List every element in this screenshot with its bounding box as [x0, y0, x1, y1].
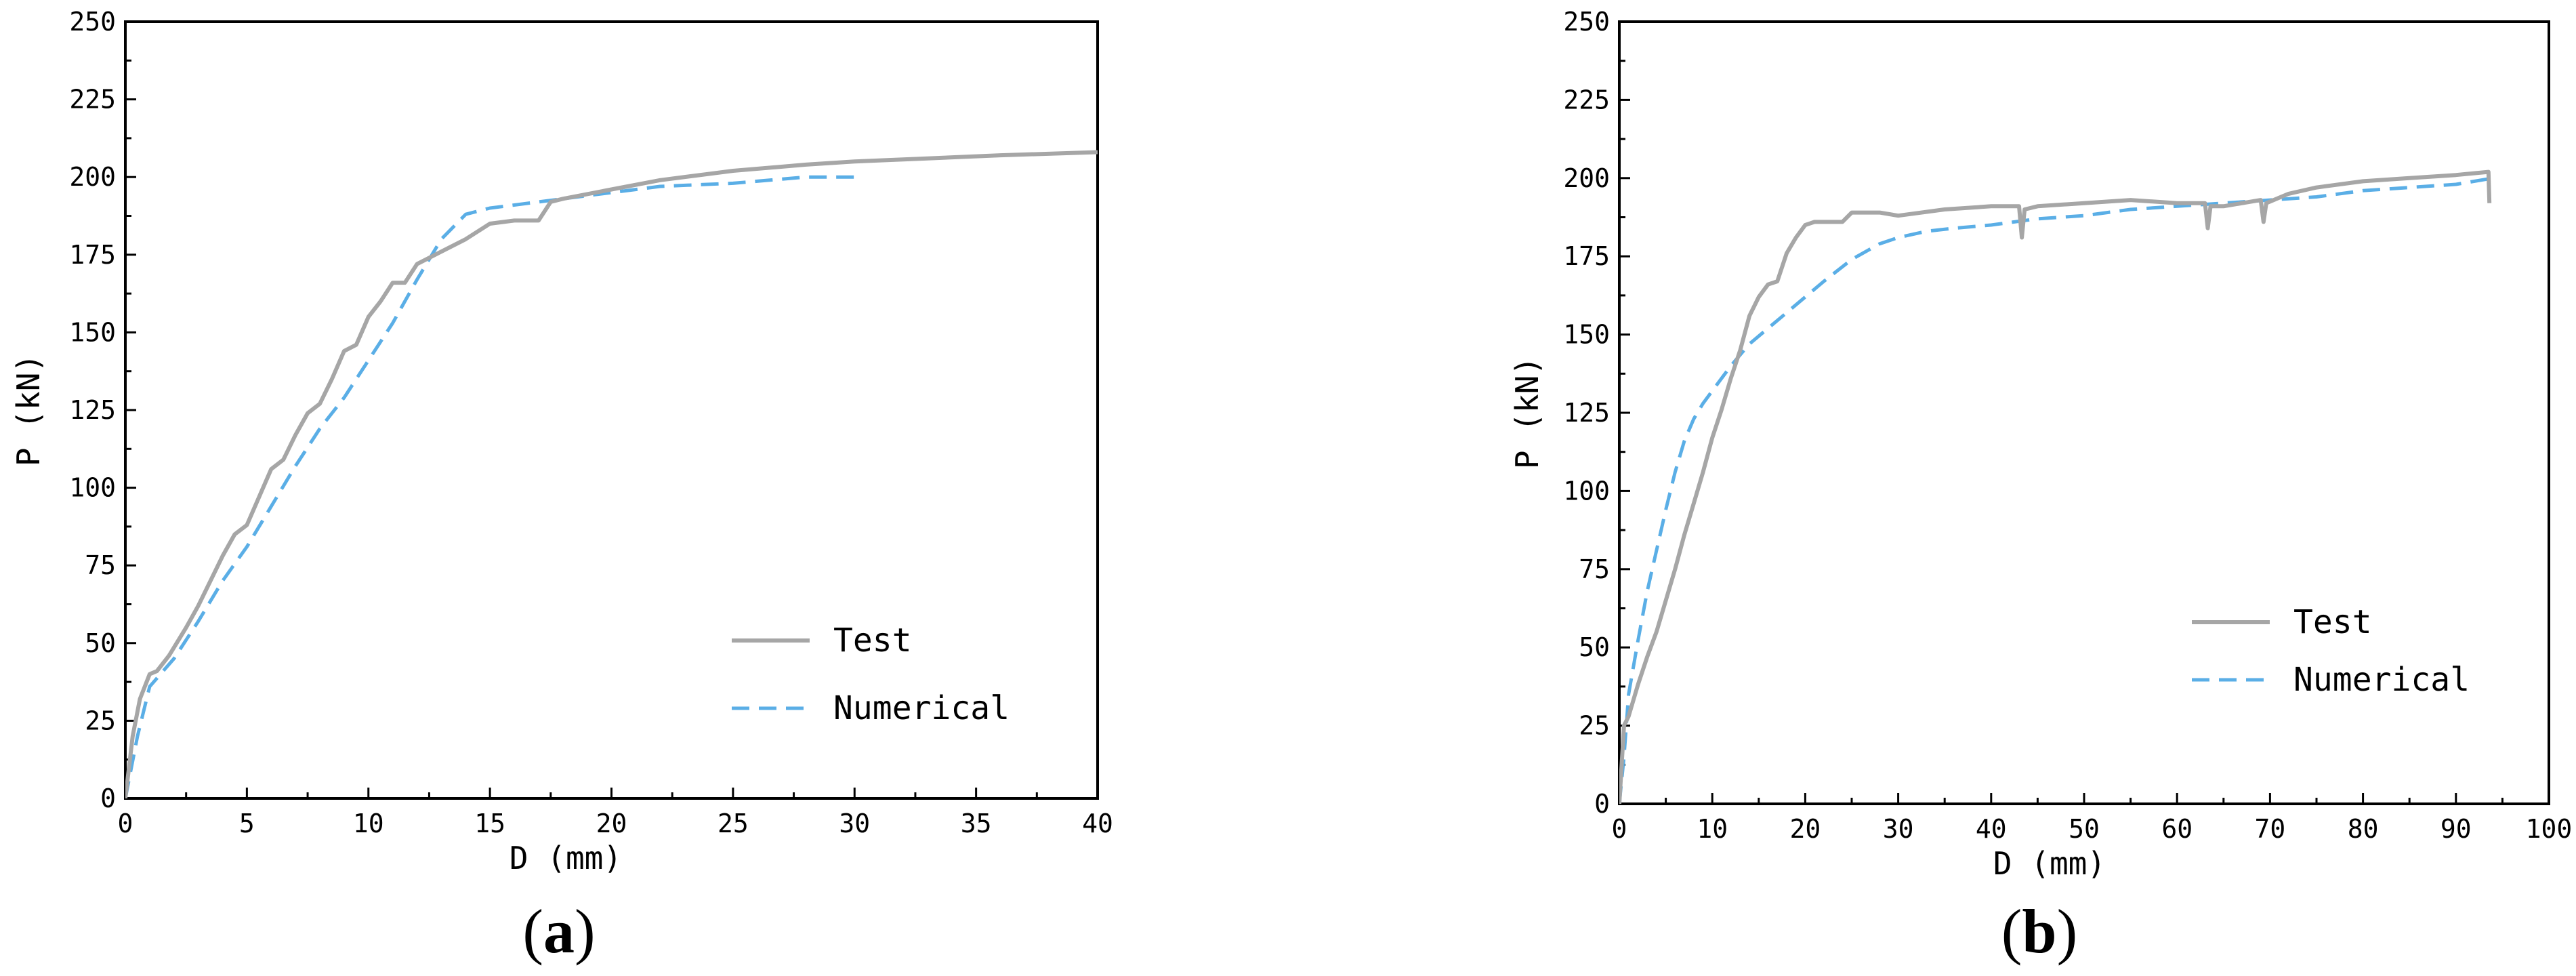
y-tick-label: 0 — [100, 784, 116, 813]
x-tick-label: 20 — [596, 809, 627, 838]
chart-panel-a: 0 25 50 75 100 125 150 175 200 225 250 0 5 10 15 20 25 30… — [10, 7, 1113, 966]
y-tick-label: 225 — [69, 85, 116, 115]
y-tick-label: 0 — [1594, 789, 1610, 819]
x-tick-label: 35 — [961, 809, 992, 838]
y-tick-label: 200 — [69, 162, 116, 192]
x-tick-label: 25 — [718, 809, 749, 838]
y-tick-label: 75 — [1579, 554, 1610, 584]
y-tick-label: 250 — [1563, 7, 1610, 37]
x-tick-label: 60 — [2161, 814, 2193, 844]
y-tick-label: 50 — [85, 628, 116, 658]
plot-frame — [124, 20, 1099, 800]
x-tick-label: 70 — [2255, 814, 2286, 844]
y-tick-label: 225 — [1563, 85, 1610, 115]
chart-panel-b: 0 25 50 75 100 125 150 175 200 225 250 0 10 20 30 40 50 6… — [1509, 7, 2572, 966]
series-line-numerical — [1619, 176, 2494, 804]
legend-label-numerical: Numerical — [2293, 661, 2470, 699]
y-axis-title: P (kN) — [1509, 357, 1545, 469]
x-tick-label: 30 — [1883, 814, 1914, 844]
panel-label: (a) — [522, 897, 595, 966]
y-tick-label: 175 — [1563, 241, 1610, 271]
x-tick-label: 50 — [2069, 814, 2100, 844]
x-axis-title: D (mm) — [1993, 845, 2106, 882]
y-tick-label: 125 — [69, 395, 116, 425]
y-tick-label: 100 — [69, 473, 116, 503]
x-tick-label: 10 — [353, 809, 384, 838]
y-tick-label: 50 — [1579, 632, 1610, 662]
x-tick-label: 5 — [239, 809, 255, 838]
y-tick-label: 150 — [69, 317, 116, 347]
x-tick-label: 40 — [1082, 809, 1113, 838]
x-tick-label: 100 — [2526, 814, 2573, 844]
y-tick-label: 25 — [85, 706, 116, 735]
x-tick-label: 10 — [1697, 814, 1728, 844]
x-tick-label: 0 — [118, 809, 133, 838]
x-tick-label: 15 — [474, 809, 505, 838]
y-tick-label: 200 — [1563, 163, 1610, 193]
x-tick-label: 40 — [1976, 814, 2007, 844]
y-axis-title: P (kN) — [10, 354, 47, 466]
y-tick-label: 125 — [1563, 398, 1610, 428]
y-tick-label: 250 — [69, 7, 116, 37]
panel-label: (b) — [2001, 897, 2077, 966]
series-line-numerical — [125, 175, 855, 798]
y-tick-label: 75 — [85, 550, 116, 580]
x-tick-label: 0 — [1612, 814, 1627, 844]
x-tick-label: 20 — [1790, 814, 1821, 844]
x-axis-title: D (mm) — [510, 840, 622, 876]
y-tick-label: 150 — [1563, 320, 1610, 350]
series-line-test — [125, 150, 1098, 798]
legend-label-numerical: Numerical — [833, 689, 1010, 727]
x-tick-label: 90 — [2440, 814, 2472, 844]
legend-label-test: Test — [2293, 603, 2372, 641]
y-tick-label: 100 — [1563, 476, 1610, 506]
legend-label-test: Test — [833, 622, 912, 659]
x-tick-label: 30 — [839, 809, 870, 838]
y-tick-label: 25 — [1579, 711, 1610, 741]
series-line-test — [1619, 169, 2492, 804]
x-tick-label: 80 — [2348, 814, 2379, 844]
y-tick-label: 175 — [69, 240, 116, 270]
